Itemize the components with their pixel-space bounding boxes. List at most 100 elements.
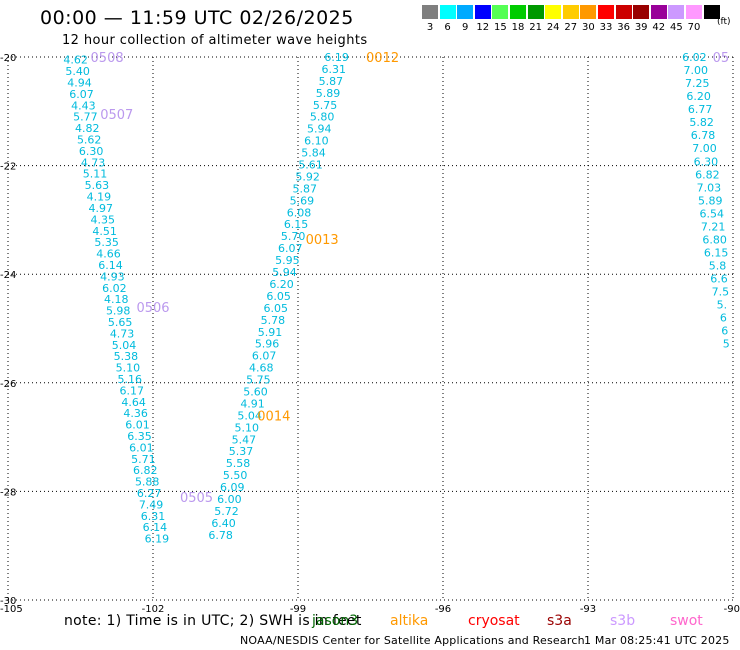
swh-value-label: 6.02 [682,51,707,64]
swh-value-label: 5.89 [698,194,723,207]
color-scale-swatch [580,5,597,19]
swh-value-label: 5.37 [229,445,254,458]
swh-value-label: 6.08 [287,206,312,219]
lat-tick-label: -22 [0,162,16,173]
swh-value-label: 6.05 [264,302,289,315]
swh-value-label: 6.02 [102,282,127,295]
generation-timestamp: 1 Mar 08:25:41 UTC 2025 [584,634,730,647]
swh-value-label: 4.94 [67,77,92,90]
swh-value-label: 5.8 [709,260,727,273]
color-scale-swatch [650,5,667,19]
swh-value-label: 4.73 [81,156,106,169]
swh-value-label: 5.61 [298,159,323,172]
color-scale-tick: 21 [529,22,542,33]
lon-tick-label: -96 [435,604,451,615]
swh-value-label: 4.93 [100,270,125,283]
color-scale-tick: 33 [599,22,613,33]
swh-value-label: 5.75 [313,99,338,112]
swh-value-label: 6.05 [266,290,291,303]
swh-value-label: 4.64 [121,396,146,409]
swh-value-label: 5.04 [112,339,137,352]
color-scale-tick: 24 [546,22,560,33]
lon-tick-label: -99 [290,604,306,615]
color-scale-swatch [492,5,509,19]
swh-value-label: 5.65 [108,316,133,329]
swh-value-label: 6.31 [141,510,166,523]
swh-value-label: 5.94 [272,266,297,279]
color-scale-tick: 3 [426,22,434,33]
lon-tick-label: -93 [580,604,596,615]
swh-value-label: 6.27 [137,487,162,500]
pass-number-label: 0013 [306,233,339,248]
swh-value-label: 5.04 [237,409,262,422]
swh-value-label: 4.91 [240,397,265,410]
color-scale-tick: 12 [476,22,490,33]
map-subtitle: 12 hour collection of altimeter wave hei… [62,33,368,48]
swh-value-label: 5.70 [281,230,306,243]
swh-value-label: 6.35 [127,430,152,443]
swh-value-label: 5.96 [255,338,280,351]
swh-value-label: 6 [720,312,727,325]
pass-number-label: 0507 [100,108,133,123]
swh-value-label: 4.68 [249,362,274,375]
swh-value-label: 6.78 [208,529,233,542]
color-scale-swatch [668,5,685,19]
swh-value-label: 4.66 [96,248,121,261]
satellite-legend-item: cryosat [468,613,520,629]
swh-value-label: 5.69 [290,194,315,207]
color-scale-tick: 15 [494,22,507,33]
swh-value-label: 5.95 [275,254,300,267]
swh-value-label: 5.58 [226,457,251,470]
color-scale-tick: 36 [617,22,630,33]
swh-value-label: 5. [717,299,728,312]
swh-value-label: 5.35 [94,236,119,249]
color-scale-tick: 27 [564,22,578,33]
swh-value-label: 5.82 [689,116,714,129]
swh-value-label: 5.72 [214,505,239,518]
swh-value-label: 4.82 [75,122,100,135]
swh-value-label: 6.10 [304,135,329,148]
swh-value-label: 4.73 [110,327,135,340]
swh-value-label: 6.09 [220,481,245,494]
lat-tick-label: -28 [0,487,16,498]
satellite-legend-item: s3b [610,613,636,629]
swh-value-label: 5.87 [293,182,318,195]
swh-value-label: 6.78 [691,129,716,142]
color-scale-swatch [457,5,474,19]
satellite-legend-item: s3a [547,613,572,629]
swh-value-label: 6.20 [686,90,711,103]
axis-tick-labels: -105 -102 -99 -96 -93 -90 -20 -22 -24 -26 -28 -30 [0,53,740,615]
lon-tick-label: -102 [142,604,165,615]
lat-tick-label: -20 [0,53,16,64]
satellite-legend-item: jason3 [312,613,359,629]
swh-value-label: 5.40 [65,65,90,78]
color-scale-tick: 18 [511,22,525,33]
swh-value-label: 7.00 [692,142,717,155]
satellite-legend-item: altika [390,613,429,629]
swh-value-label: 5.88 [135,476,160,489]
swh-value-label: 5.80 [310,111,335,124]
swh-value-label: 6.07 [278,242,303,255]
swh-value-label: 4.36 [123,407,148,420]
swh-value-label: 4.43 [71,99,96,112]
satellite-legend-item: swot [670,613,703,629]
swh-value-label: 6.6 [710,273,728,286]
swh-value-label: 5.94 [307,123,332,136]
color-scale-tick: 42 [652,22,666,33]
wave-height-tracks: 4.625.404.946.074.435.774.825.626.304.73… [63,51,729,546]
color-scale-swatch [633,5,650,19]
swh-value-label: 6.19 [324,51,349,64]
lat-tick-label: -30 [0,596,16,607]
color-scale-tick: 39 [634,22,648,33]
credit-line: NOAA/NESDIS Center for Satellite Applica… [240,634,585,647]
pass-number-label: 0012 [366,51,399,66]
swh-value-label: 7.03 [697,181,722,194]
swh-value-label: 4.97 [89,202,114,215]
pass-number-label: 0505 [180,491,213,506]
swh-value-label: 6.30 [694,155,719,168]
swh-value-label: 7.25 [685,77,710,90]
swh-value-label: 7.00 [684,64,709,77]
color-scale-swatch [545,5,562,19]
swh-value-label: 5.63 [85,179,110,192]
color-scale-swatch [703,5,720,19]
